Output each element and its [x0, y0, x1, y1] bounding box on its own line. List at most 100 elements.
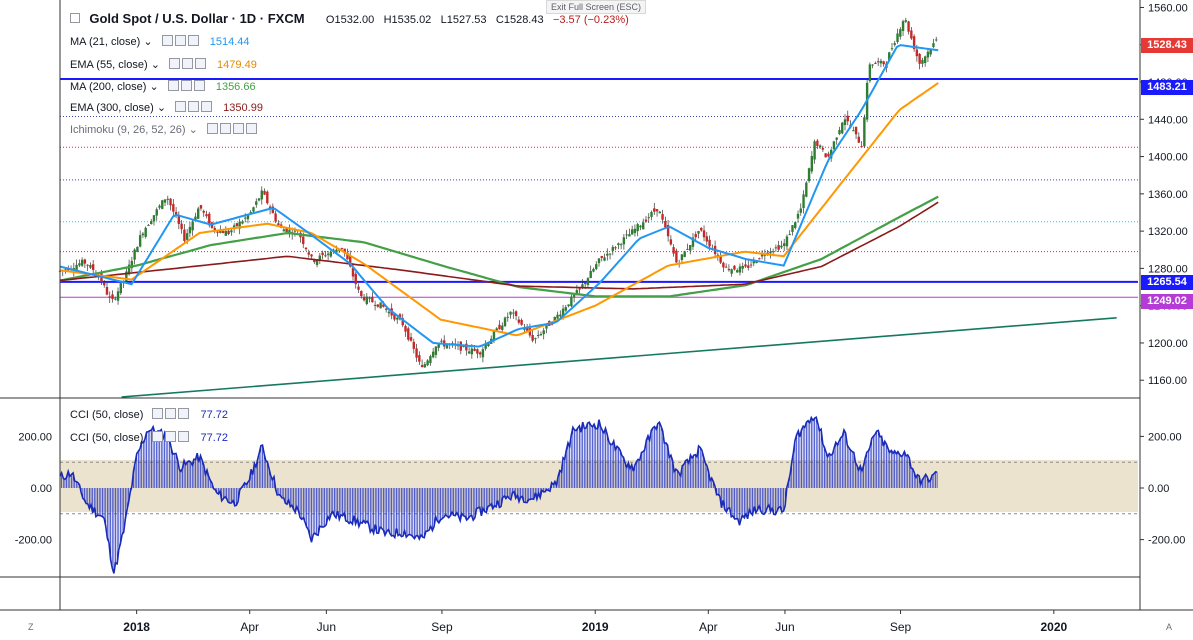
candle-body	[874, 62, 877, 64]
legend-buttons[interactable]	[206, 123, 259, 136]
candle-body	[669, 239, 673, 245]
candle-body	[431, 351, 435, 358]
candle-body	[528, 328, 532, 336]
candle-body	[653, 208, 656, 212]
candle-body	[586, 278, 590, 286]
legend-label: CCI (50, close)	[70, 409, 144, 421]
candle-body	[409, 337, 413, 341]
candle-body	[481, 349, 485, 358]
candle-body	[103, 282, 106, 286]
candle-body	[465, 343, 468, 351]
legend-buttons[interactable]	[175, 101, 214, 114]
candle-body	[429, 356, 432, 364]
candle-body	[321, 252, 324, 256]
candle-body	[199, 205, 203, 209]
legend-buttons[interactable]	[161, 35, 201, 48]
candle-body	[227, 230, 230, 234]
candle-body	[495, 328, 498, 331]
candle-body	[805, 182, 808, 197]
candle-body	[719, 256, 722, 263]
symbol-title[interactable]: Gold Spot / U.S. Dollar · 1D · FXCM	[89, 11, 305, 26]
candle-body	[595, 264, 598, 270]
candle-body	[899, 29, 902, 37]
candle-body	[832, 141, 836, 150]
candle-body	[509, 311, 512, 315]
candle-body	[531, 334, 534, 341]
candle-body	[462, 345, 465, 348]
collapse-icon[interactable]	[70, 13, 80, 23]
candle-body	[440, 340, 443, 342]
price-tick-label: 1320.00	[1148, 226, 1188, 238]
candle-body	[150, 221, 153, 225]
candle-body	[818, 145, 822, 148]
cci-tick-label-right: 200.00	[1148, 431, 1182, 443]
candle-body	[257, 198, 261, 201]
candle-body	[360, 290, 363, 297]
candle-body	[177, 215, 181, 224]
candle-body	[534, 338, 537, 340]
candle-body	[158, 205, 161, 208]
candle-body	[857, 136, 861, 143]
legend-ema300[interactable]: EMA (300, close) ⌄ 1350.99	[70, 101, 263, 114]
candle-body	[879, 60, 883, 64]
legend-ichimoku[interactable]: Ichimoku (9, 26, 52, 26) ⌄	[70, 123, 259, 136]
candle-body	[893, 43, 896, 45]
candle-body	[802, 194, 805, 209]
candle-body	[478, 352, 482, 355]
legend-cci-2[interactable]: CCI (50, close) 77.72	[70, 431, 228, 444]
legend-label: Ichimoku (9, 26, 52, 26)	[70, 124, 186, 136]
candle-body	[760, 252, 764, 257]
candle-body	[108, 296, 111, 298]
candle-body	[791, 225, 794, 232]
candle-body	[606, 253, 609, 256]
candle-body	[608, 253, 612, 255]
candle-body	[589, 270, 592, 279]
candle-body	[470, 348, 474, 355]
candle-body	[498, 324, 501, 330]
candle-body	[854, 126, 858, 135]
candle-body	[769, 251, 772, 254]
candle-body	[371, 296, 374, 303]
legend-cci-1[interactable]: CCI (50, close) 77.72	[70, 408, 228, 421]
candle-body	[777, 245, 780, 250]
candle-body	[843, 119, 847, 125]
candle-body	[473, 348, 476, 351]
candle-body	[932, 43, 935, 47]
candle-body	[351, 267, 355, 277]
legend-buttons[interactable]	[167, 80, 207, 93]
candle-body	[379, 302, 382, 309]
candle-body	[484, 344, 487, 349]
candle-body	[702, 230, 706, 238]
zoom-reset-button[interactable]: Z	[28, 622, 34, 632]
candle-body	[136, 246, 139, 253]
candle-body	[771, 251, 775, 253]
candle-body	[838, 130, 841, 135]
candle-body	[335, 249, 338, 253]
cci-line	[59, 415, 938, 574]
candle-body	[788, 234, 791, 236]
legend-ema55[interactable]: EMA (55, close) ⌄ 1479.49	[70, 58, 257, 71]
legend-ma21[interactable]: MA (21, close) ⌄ 1514.44	[70, 35, 250, 48]
candle-body	[304, 247, 308, 250]
candle-body	[689, 245, 692, 251]
candle-body	[852, 130, 855, 132]
auto-scale-button[interactable]: A	[1166, 622, 1173, 632]
candle-body	[525, 327, 529, 331]
legend-buttons[interactable]	[152, 431, 191, 444]
candle-body	[694, 234, 697, 238]
candle-body	[401, 318, 404, 326]
legend-value: 1350.99	[223, 102, 263, 114]
candle-body	[368, 297, 371, 299]
candle-body	[185, 233, 189, 240]
candle-body	[512, 312, 515, 314]
candle-body	[747, 265, 750, 268]
candle-body	[329, 251, 333, 257]
candle-body	[238, 221, 241, 229]
legend-buttons[interactable]	[168, 58, 208, 71]
candle-body	[161, 200, 164, 209]
candle-body	[672, 247, 675, 254]
legend-ma200[interactable]: MA (200, close) ⌄ 1356.66	[70, 80, 256, 93]
legend-buttons[interactable]	[152, 408, 191, 421]
candle-body	[901, 21, 905, 31]
